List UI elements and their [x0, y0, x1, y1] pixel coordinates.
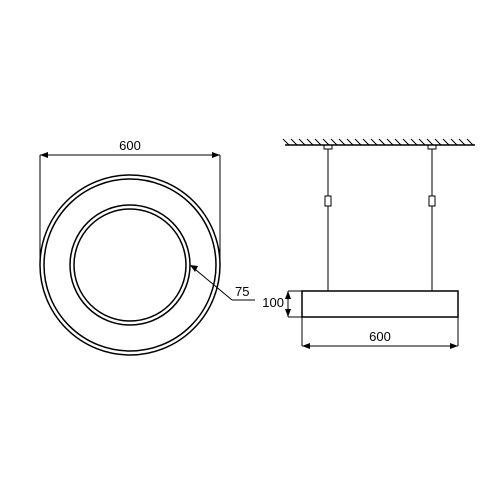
dim-width-label: 600	[369, 329, 391, 344]
cable-right	[428, 145, 436, 291]
dim-outer-diameter-label: 600	[119, 138, 141, 153]
luminaire-body	[302, 291, 458, 317]
dim-width: 600	[302, 317, 458, 349]
dim-height: 100	[262, 291, 302, 317]
dim-height-label: 100	[262, 295, 284, 310]
dim-ring-width: 75	[190, 265, 255, 300]
elevation-view: 100 600	[262, 139, 475, 349]
ceiling-hatch	[283, 139, 473, 145]
dim-ring-width-label: 75	[235, 284, 249, 299]
plan-view: 600 75	[40, 138, 255, 355]
cable-left	[324, 145, 332, 291]
tech-drawing: 600 75	[0, 0, 500, 500]
